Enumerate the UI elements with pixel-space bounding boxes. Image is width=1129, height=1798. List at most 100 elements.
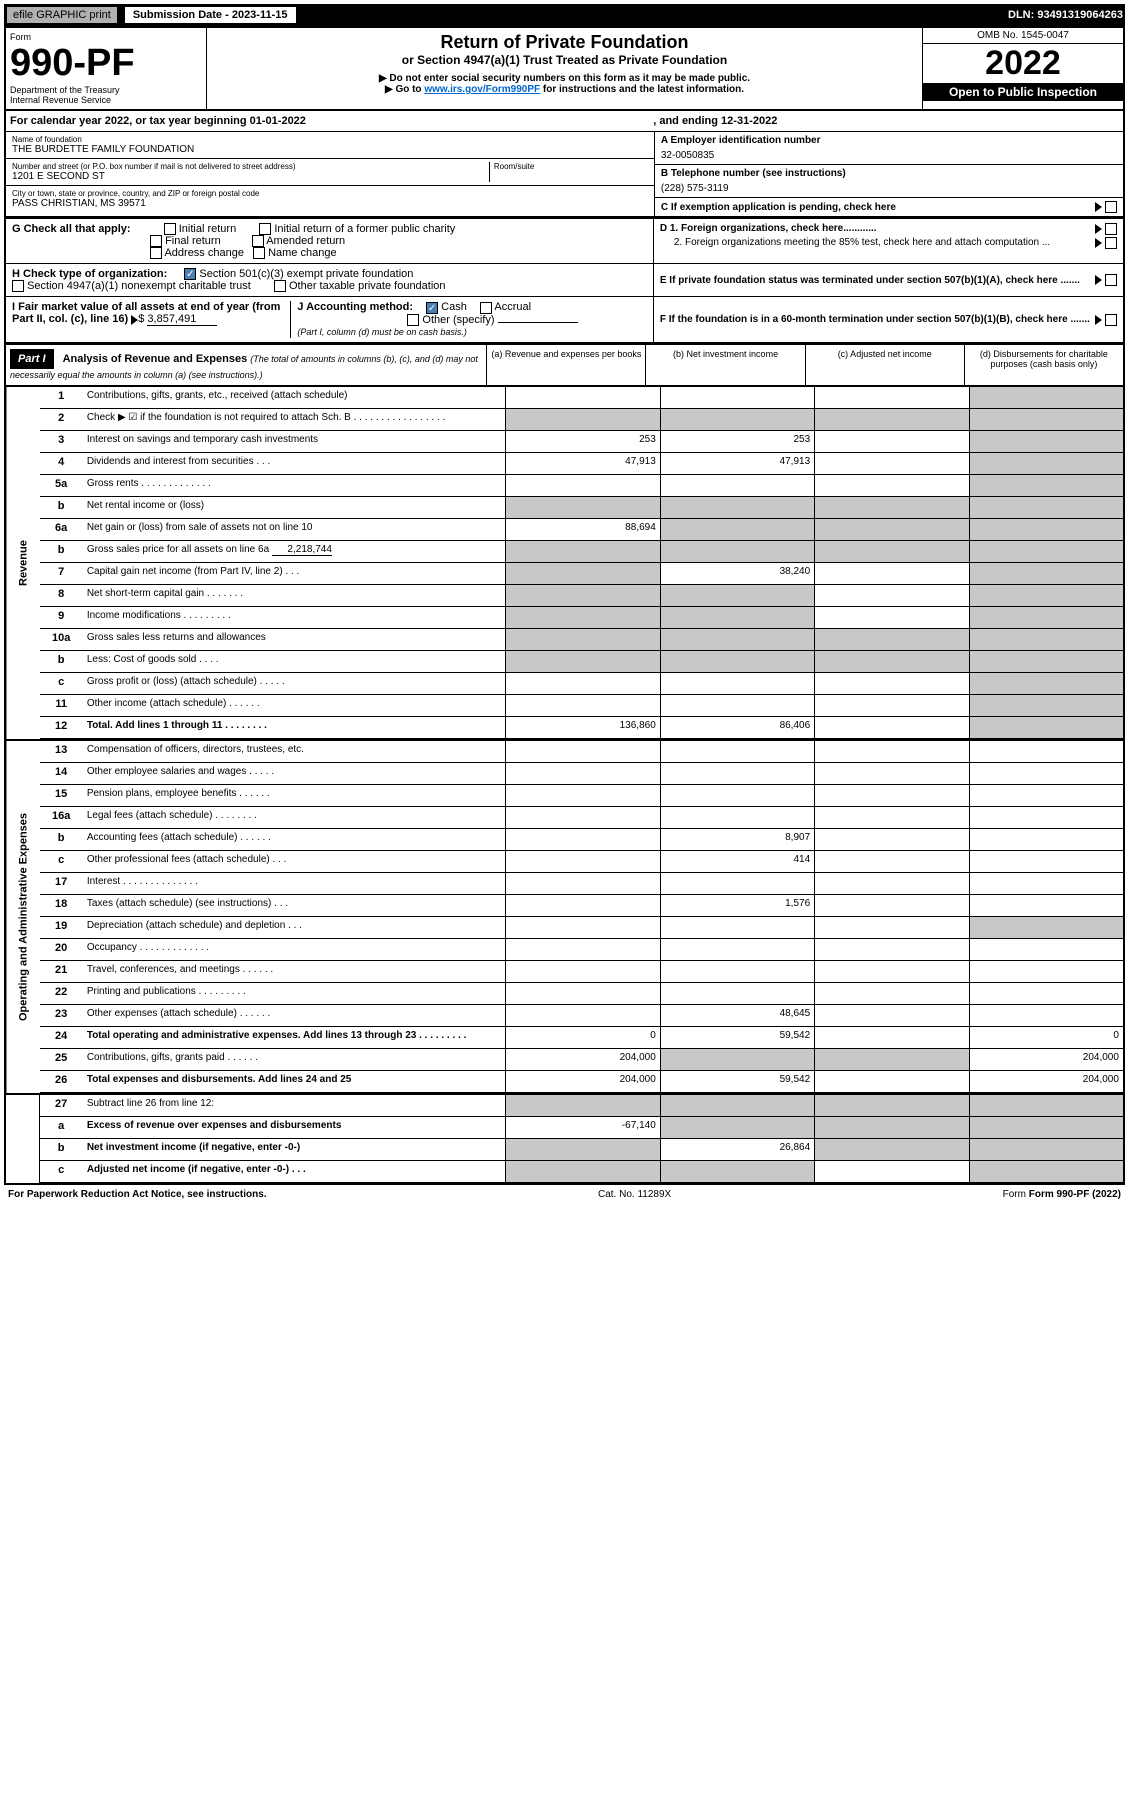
form-id-block: Form 990-PF Department of the Treasury I…	[6, 28, 207, 109]
h-other-checkbox[interactable]	[274, 280, 286, 292]
arrow-icon	[1095, 238, 1102, 248]
row-r18-b: 1,576	[660, 895, 814, 916]
row-r27b-c	[814, 1139, 968, 1160]
address-cell: Number and street (or P.O. box number if…	[6, 159, 654, 186]
f-checkbox[interactable]	[1105, 314, 1117, 326]
row-num-r20: 20	[40, 939, 83, 960]
exemption-cell: C If exemption application is pending, c…	[655, 198, 1123, 216]
row-label-r10b: Less: Cost of goods sold . . . .	[83, 651, 506, 672]
row-label-r16b: Accounting fees (attach schedule) . . . …	[83, 829, 506, 850]
h-501c3-checkbox[interactable]	[184, 268, 196, 280]
row-r6a-a: 88,694	[505, 519, 659, 540]
row-r10c-a	[505, 673, 659, 694]
row-r23-c	[814, 1005, 968, 1026]
arrow-icon	[1095, 315, 1102, 325]
row-r21-a	[505, 961, 659, 982]
omb-number: OMB No. 1545-0047	[923, 28, 1123, 44]
row-label-r5a: Gross rents . . . . . . . . . . . . .	[83, 475, 506, 496]
row-label-r22: Printing and publications . . . . . . . …	[83, 983, 506, 1004]
g-address-checkbox[interactable]	[150, 247, 162, 259]
row-label-r13: Compensation of officers, directors, tru…	[83, 741, 506, 762]
g-opt-name: Name change	[268, 247, 337, 259]
row-r6a-d	[969, 519, 1123, 540]
j-accrual-checkbox[interactable]	[480, 302, 492, 314]
row-r12-d	[969, 717, 1123, 738]
city-cell: City or town, state or province, country…	[6, 186, 654, 212]
h-label: H Check type of organization:	[12, 268, 167, 280]
g-final-checkbox[interactable]	[150, 235, 162, 247]
row-num-r7: 7	[40, 563, 83, 584]
row-r16a: 16a Legal fees (attach schedule) . . . .…	[40, 807, 1123, 829]
row-r5b-c	[814, 497, 968, 518]
row-r10b-d	[969, 651, 1123, 672]
row-r11-c	[814, 695, 968, 716]
row-r6b-d	[969, 541, 1123, 562]
row-num-r25: 25	[40, 1049, 83, 1070]
efile-print-button[interactable]: efile GRAPHIC print	[6, 6, 118, 24]
d1-label: D 1. Foreign organizations, check here..…	[660, 223, 877, 235]
row-r18-c	[814, 895, 968, 916]
j-label: J Accounting method:	[297, 301, 413, 313]
row-r8-a	[505, 585, 659, 606]
j-cash-checkbox[interactable]	[426, 302, 438, 314]
h-4947-checkbox[interactable]	[12, 280, 24, 292]
g-name-checkbox[interactable]	[253, 247, 265, 259]
form-header-section: Form 990-PF Department of the Treasury I…	[4, 26, 1125, 111]
row-r4-c	[814, 453, 968, 474]
g-former-checkbox[interactable]	[259, 223, 271, 235]
row-r22-b	[660, 983, 814, 1004]
dept-treasury: Department of the Treasury	[10, 85, 202, 95]
row-r25-a: 204,000	[505, 1049, 659, 1070]
ein-label: A Employer identification number	[661, 135, 1117, 146]
d2-checkbox[interactable]	[1105, 237, 1117, 249]
form-number: 990-PF	[10, 42, 202, 85]
row-label-r16c: Other professional fees (attach schedule…	[83, 851, 506, 872]
row-r2-a	[505, 409, 659, 430]
j-other-checkbox[interactable]	[407, 314, 419, 326]
row-r11-a	[505, 695, 659, 716]
c-checkbox[interactable]	[1105, 201, 1117, 213]
row-r3-d	[969, 431, 1123, 452]
goto-note: ▶ Go to www.irs.gov/Form990PF for instru…	[211, 84, 918, 95]
row-r20: 20 Occupancy . . . . . . . . . . . . .	[40, 939, 1123, 961]
row-r23-a	[505, 1005, 659, 1026]
e-checkbox[interactable]	[1105, 274, 1117, 286]
row-r20-d	[969, 939, 1123, 960]
row-r24-a: 0	[505, 1027, 659, 1048]
row-r9-b	[660, 607, 814, 628]
row-r22-d	[969, 983, 1123, 1004]
city-state-zip: PASS CHRISTIAN, MS 39571	[12, 198, 648, 209]
section-ij: I Fair market value of all assets at end…	[6, 297, 654, 341]
row-r25: 25 Contributions, gifts, grants paid . .…	[40, 1049, 1123, 1071]
irs-link[interactable]: www.irs.gov/Form990PF	[424, 84, 540, 95]
row-r27c: c Adjusted net income (if negative, ente…	[40, 1161, 1123, 1183]
row-num-r6a: 6a	[40, 519, 83, 540]
org-info-grid: Name of foundation THE BURDETTE FAMILY F…	[4, 132, 1125, 218]
row-r23: 23 Other expenses (attach schedule) . . …	[40, 1005, 1123, 1027]
arrow-icon	[1095, 275, 1102, 285]
expenses-rows: 13 Compensation of officers, directors, …	[40, 741, 1123, 1093]
form-subtitle: or Section 4947(a)(1) Trust Treated as P…	[211, 53, 918, 67]
row-r3-a: 253	[505, 431, 659, 452]
g-opt-initial: Initial return	[179, 223, 236, 235]
row-label-r10c: Gross profit or (loss) (attach schedule)…	[83, 673, 506, 694]
row-r25-c	[814, 1049, 968, 1070]
row-r5b-b	[660, 497, 814, 518]
row-r27a-d	[969, 1117, 1123, 1138]
row-r16a-b	[660, 807, 814, 828]
row-label-r7: Capital gain net income (from Part IV, l…	[83, 563, 506, 584]
row-label-r19: Depreciation (attach schedule) and deple…	[83, 917, 506, 938]
row-label-r15: Pension plans, employee benefits . . . .…	[83, 785, 506, 806]
org-info-right: A Employer identification number 32-0050…	[654, 132, 1123, 216]
row-r19-a	[505, 917, 659, 938]
row-r26: 26 Total expenses and disbursements. Add…	[40, 1071, 1123, 1093]
row-r16c-d	[969, 851, 1123, 872]
g-amended-checkbox[interactable]	[252, 235, 264, 247]
g-initial-checkbox[interactable]	[164, 223, 176, 235]
cal-year-begin: For calendar year 2022, or tax year begi…	[10, 115, 653, 127]
row-r17-d	[969, 873, 1123, 894]
row-num-r27c: c	[40, 1161, 83, 1182]
d1-checkbox[interactable]	[1105, 223, 1117, 235]
row-r9: 9 Income modifications . . . . . . . . .	[40, 607, 1123, 629]
col-c-header: (c) Adjusted net income	[805, 345, 964, 385]
